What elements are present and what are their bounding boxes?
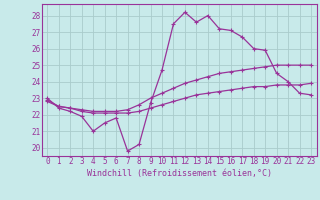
X-axis label: Windchill (Refroidissement éolien,°C): Windchill (Refroidissement éolien,°C) xyxy=(87,169,272,178)
